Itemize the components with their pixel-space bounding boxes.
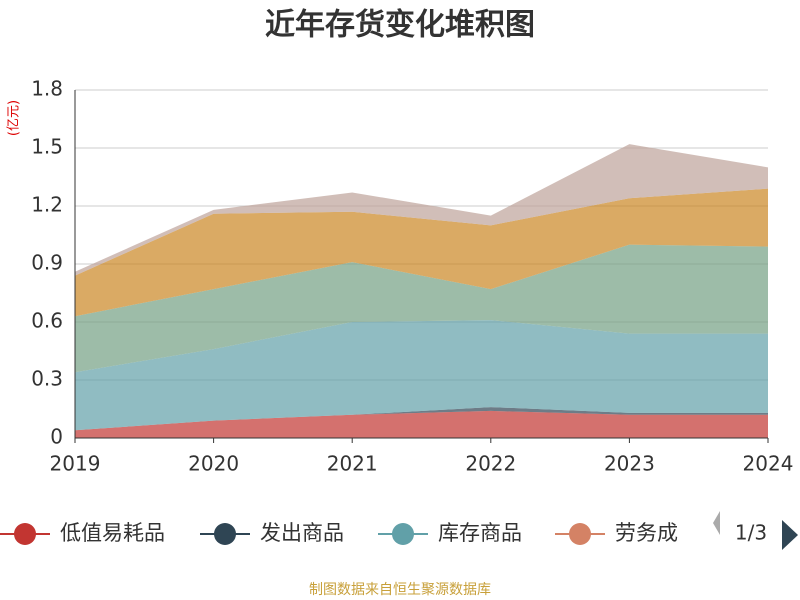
legend-label: 劳务成 [615, 521, 678, 545]
legend: 低值易耗品 发出商品 库存商品 劳务成 [0, 521, 678, 545]
x-tick-label: 2022 [465, 452, 516, 476]
legend-page: 1/3 [735, 521, 767, 545]
legend-marker [14, 523, 36, 545]
x-tick-label: 2024 [743, 452, 794, 476]
y-tick-label: 0.9 [31, 251, 63, 275]
area [75, 410, 768, 438]
x-tick-label: 2020 [188, 452, 239, 476]
y-tick-label: 1.2 [31, 193, 63, 217]
legend-marker [392, 523, 414, 545]
area [75, 407, 768, 431]
area [75, 144, 768, 276]
area [75, 320, 768, 431]
y-tick-label: 0.6 [31, 309, 63, 333]
y-unit: (亿元) [7, 100, 22, 136]
y-tick-label: 1.5 [31, 135, 63, 159]
y-tick-label: 1.8 [31, 77, 63, 101]
legend-prev[interactable] [713, 511, 720, 535]
legend-marker [214, 523, 236, 545]
y-tick-label: 0.3 [31, 367, 63, 391]
legend-label: 库存商品 [438, 521, 522, 545]
legend-label: 低值易耗品 [60, 521, 165, 545]
x-tick-label: 2023 [604, 452, 655, 476]
legend-next[interactable] [782, 520, 798, 550]
legend-label: 发出商品 [260, 521, 344, 545]
chart-title: 近年存货变化堆积图 [265, 8, 535, 43]
x-tick-label: 2019 [50, 452, 101, 476]
x-tick-label: 2021 [327, 452, 378, 476]
source: 制图数据来自恒生聚源数据库 [309, 582, 491, 598]
area [75, 188, 768, 317]
area [75, 244, 768, 373]
y-tick-label: 0 [50, 425, 63, 449]
legend-marker [569, 523, 591, 545]
